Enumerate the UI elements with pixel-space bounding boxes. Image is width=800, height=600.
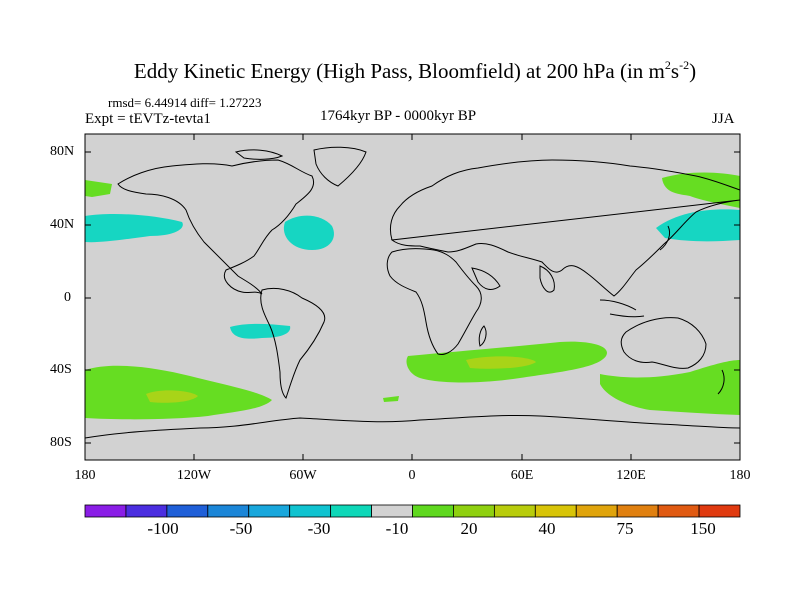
positive-region-nepacific	[662, 172, 740, 208]
colorbar-label: -50	[229, 519, 253, 538]
colorbar-label: 40	[538, 519, 556, 538]
colorbar-swatch	[575, 504, 618, 518]
colorbar-swatch	[207, 504, 250, 518]
lat-label: 40S	[50, 362, 72, 377]
colorbar-swatch	[534, 504, 577, 518]
lat-label: 0	[64, 290, 71, 305]
season-text: JJA	[712, 111, 735, 127]
lon-label: 120W	[176, 468, 212, 483]
coast-antarctica	[84, 414, 741, 439]
colorbar-label: -30	[307, 519, 331, 538]
colorbar-swatch	[330, 504, 372, 518]
coast-indonesia	[599, 299, 645, 318]
lat-label: 80S	[50, 435, 72, 450]
lat-label: 80N	[50, 144, 75, 159]
lon-label: 180	[74, 468, 96, 483]
coast-south-america	[260, 287, 326, 399]
colorbar	[84, 504, 741, 518]
colorbar-swatch	[657, 504, 700, 518]
lon-label: 60W	[289, 468, 317, 483]
coast-india	[539, 265, 555, 293]
colorbar-swatch	[412, 504, 454, 518]
coastlines	[84, 146, 741, 439]
coast-africa	[386, 248, 482, 355]
coast-australia	[620, 317, 707, 369]
anomaly-regions	[85, 172, 740, 420]
coast-arabia	[471, 267, 501, 290]
colorbar-swatch	[166, 504, 209, 518]
colorbar-label: 20	[460, 519, 478, 538]
colorbar-swatch	[84, 504, 127, 518]
positive-region-satlantic	[383, 396, 399, 402]
colorbar-swatch	[371, 504, 413, 518]
colorbar-label: 75	[616, 519, 634, 538]
lon-label: 60E	[510, 468, 534, 483]
negative-region-japan	[656, 209, 740, 242]
coast-madagascar	[478, 325, 487, 347]
positive-region-npacific-west	[85, 180, 112, 197]
stronger-region-spacific	[146, 390, 198, 403]
stats-text: rmsd= 6.44914 diff= 1.27223	[108, 95, 262, 110]
colorbar-swatch	[493, 504, 536, 518]
colorbar-label: 150	[690, 519, 716, 538]
colorbar-swatch	[616, 504, 659, 518]
coast-north-america	[117, 159, 314, 295]
coast-new-zealand	[717, 369, 725, 395]
lat-label: 40N	[50, 217, 75, 232]
negative-region-natlantic	[283, 215, 334, 250]
lon-label: 120E	[616, 468, 646, 483]
map-title: Eddy Kinetic Energy (High Pass, Bloomfie…	[133, 58, 697, 83]
coast-japan	[659, 225, 671, 251]
colorbar-swatch	[248, 504, 291, 518]
experiment-text: Expt = tEVTz-tevta1	[85, 111, 211, 127]
coast-arctic-islands	[234, 149, 284, 160]
negative-region-sepacific	[230, 323, 291, 339]
colorbar-label: -100	[147, 519, 179, 538]
lon-label: 180	[729, 468, 751, 483]
colorbar-swatch	[289, 504, 332, 518]
colorbar-swatch	[698, 504, 741, 518]
axis-ticks	[85, 134, 740, 460]
coast-eurasia	[389, 159, 741, 297]
stronger-region-sindian	[466, 356, 536, 369]
coast-greenland	[313, 146, 367, 187]
lon-label: 0	[408, 468, 416, 483]
period-text: 1764kyr BP - 0000kyr BP	[320, 108, 477, 124]
negative-region-npacific	[85, 214, 183, 243]
colorbar-swatch	[453, 504, 495, 518]
positive-region-swpacific	[600, 360, 740, 415]
colorbar-label: -10	[385, 519, 409, 538]
colorbar-swatch	[125, 504, 168, 518]
